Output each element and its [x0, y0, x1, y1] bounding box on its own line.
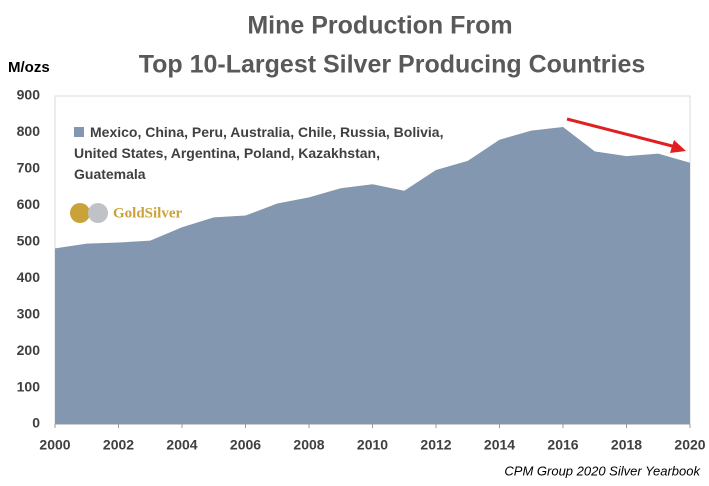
legend-label: Mexico, China, Peru, Australia, Chile, R… [74, 124, 444, 182]
y-tick-label: 200 [17, 342, 41, 358]
x-tick-label: 2018 [611, 437, 642, 453]
x-tick-label: 2008 [293, 437, 324, 453]
legend: Mexico, China, Peru, Australia, Chile, R… [74, 122, 454, 185]
y-axis-label: M/ozs [8, 59, 50, 76]
y-tick-label: 700 [17, 160, 41, 176]
x-tick-label: 2012 [420, 437, 451, 453]
area [55, 126, 690, 424]
y-tick-label: 800 [17, 123, 41, 139]
logo-coin [88, 203, 108, 223]
y-tick-label: 500 [17, 232, 41, 248]
y-tick-label: 100 [17, 378, 41, 394]
x-tick-label: 2004 [166, 437, 197, 453]
x-tick-label: 2020 [674, 437, 705, 453]
logo-coin [70, 203, 90, 223]
source-note: CPM Group 2020 Silver Yearbook [504, 463, 701, 478]
y-tick-label: 300 [17, 305, 41, 321]
chart-title: Top 10-Largest Silver Producing Countrie… [139, 51, 646, 79]
trend-arrow [566, 117, 677, 149]
logo: GoldSilver [113, 205, 183, 221]
legend-swatch [74, 127, 84, 137]
x-tick-label: 2000 [39, 437, 70, 453]
y-tick-label: 400 [17, 269, 41, 285]
chart-title: Mine Production From [247, 12, 512, 40]
y-tick-label: 900 [17, 87, 41, 103]
x-tick-label: 2016 [547, 437, 578, 453]
x-tick-label: 2010 [357, 437, 388, 453]
x-tick-label: 2002 [103, 437, 134, 453]
y-tick-label: 600 [17, 196, 41, 212]
trend-arrowhead [670, 140, 686, 153]
y-tick-label: 0 [32, 415, 40, 431]
x-tick-label: 2006 [230, 437, 261, 453]
x-tick-label: 2014 [484, 437, 515, 453]
